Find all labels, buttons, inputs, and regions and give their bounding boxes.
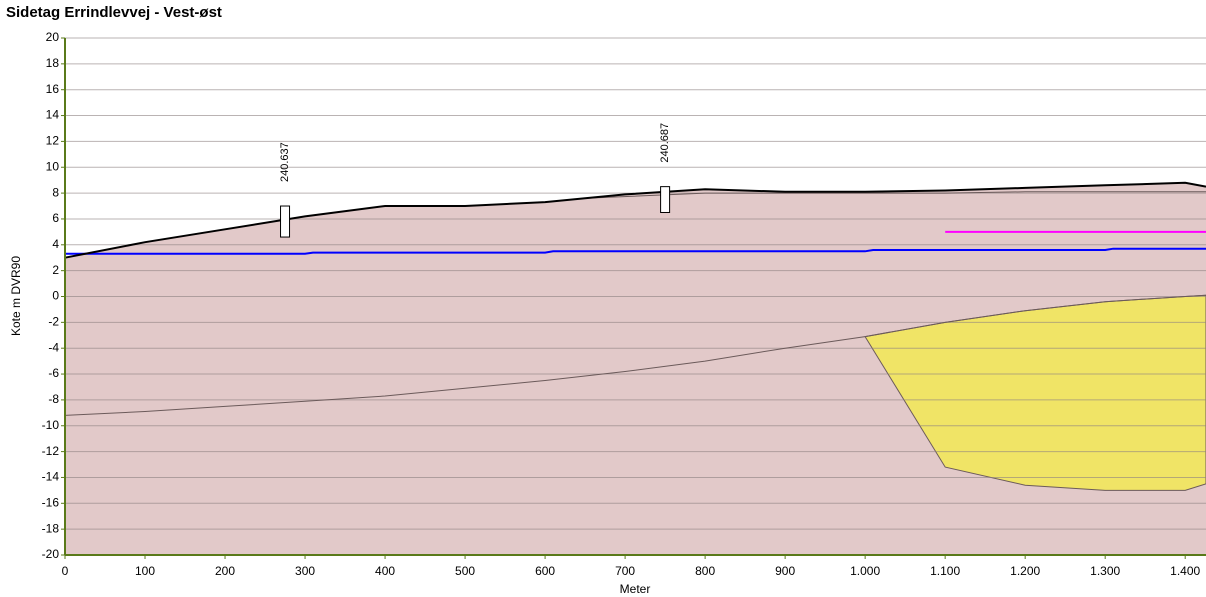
- y-tick-label: 8: [52, 185, 59, 199]
- y-tick-label: -12: [42, 444, 60, 458]
- x-tick-label: 700: [615, 564, 635, 578]
- x-tick-label: 600: [535, 564, 555, 578]
- y-tick-label: -16: [42, 495, 60, 509]
- y-tick-label: 4: [52, 237, 59, 251]
- y-tick-label: 10: [46, 159, 60, 173]
- y-tick-label: 6: [52, 211, 59, 225]
- x-tick-label: 1.300: [1090, 564, 1120, 578]
- x-tick-label: 800: [695, 564, 715, 578]
- y-tick-label: 2: [52, 263, 59, 277]
- x-tick-label: 100: [135, 564, 155, 578]
- borehole: [660, 186, 671, 213]
- y-tick-label: -6: [48, 366, 59, 380]
- y-tick-label: 14: [46, 108, 60, 122]
- y-axis-label: Kote m DVR90: [9, 256, 23, 336]
- borehole: [280, 205, 291, 238]
- x-tick-label: 1.400: [1170, 564, 1200, 578]
- y-tick-label: -8: [48, 392, 59, 406]
- y-tick-label: -18: [42, 521, 60, 535]
- x-axis-label: Meter: [620, 582, 651, 596]
- y-tick-label: -4: [48, 340, 59, 354]
- y-tick-label: -2: [48, 315, 59, 329]
- x-tick-label: 900: [775, 564, 795, 578]
- y-tick-label: 20: [46, 30, 60, 44]
- area-fill: [65, 182, 1206, 556]
- line: [585, 191, 1206, 199]
- x-tick-label: 300: [295, 564, 315, 578]
- x-tick-label: 200: [215, 564, 235, 578]
- y-tick-label: -20: [42, 547, 60, 561]
- x-tick-label: 0: [62, 564, 69, 578]
- y-tick-label: -14: [42, 470, 60, 484]
- borehole-label: 240.637: [279, 142, 291, 182]
- chart-title: Sidetag Errindlevvej - Vest-øst: [6, 4, 222, 21]
- line: [64, 294, 1206, 416]
- x-tick-label: 500: [455, 564, 475, 578]
- x-tick-label: 1.200: [1010, 564, 1040, 578]
- y-tick-label: 12: [46, 134, 60, 148]
- y-tick-label: -10: [42, 418, 60, 432]
- x-tick-label: 1.100: [930, 564, 960, 578]
- line: [65, 247, 1206, 255]
- x-tick-label: 1.000: [850, 564, 880, 578]
- borehole-label: 240.687: [659, 123, 671, 163]
- y-tick-label: 18: [46, 56, 60, 70]
- y-tick-label: 0: [52, 289, 59, 303]
- x-tick-label: 400: [375, 564, 395, 578]
- y-tick-label: 16: [46, 82, 60, 96]
